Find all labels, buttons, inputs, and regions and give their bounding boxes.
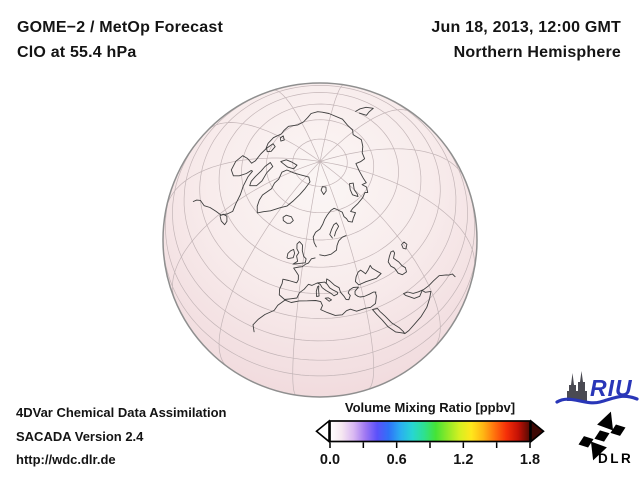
- product-title: GOME−2 / MetOp Forecast: [17, 19, 223, 36]
- graticule-grid: [162, 84, 477, 396]
- riu-wave-icon: [555, 394, 639, 405]
- datetime-label: Jun 18, 2013, 12:00 GMT: [431, 19, 621, 36]
- version-label: SACADA Version 2.4: [16, 428, 144, 444]
- dlr-logo-text: DLR: [598, 451, 633, 466]
- header-left: GOME−2 / MetOp Forecast ClO at 55.4 hPa: [17, 15, 223, 65]
- footer-info: 4DVar Chemical Data Assimilation SACADA …: [16, 401, 227, 472]
- url-label: http://wdc.dlr.de: [16, 452, 116, 467]
- assimilation-label: 4DVar Chemical Data Assimilation: [16, 405, 227, 420]
- colorbar-under-arrow: [315, 419, 330, 444]
- colorbar-tick-label: 1.2: [453, 452, 474, 468]
- coastlines: [192, 106, 456, 335]
- species-level: ClO at 55.4 hPa: [17, 44, 137, 61]
- dlr-arrows-icon: [590, 411, 614, 461]
- dlr-logo: DLR: [578, 411, 633, 466]
- riu-cathedral-icon: [567, 371, 587, 401]
- colorbar-tick-label: 0.6: [386, 452, 407, 468]
- colorbar-tick-label: 1.8: [519, 452, 541, 468]
- colorbar-over-arrow: [530, 419, 545, 444]
- colorbar-tick-label: 0.0: [319, 452, 341, 468]
- colorbar-tick-marks: [329, 442, 531, 448]
- globe-rim: [162, 82, 478, 398]
- colorbar-title: Volume Mixing Ratio [ppbv]: [344, 400, 516, 415]
- dlr-diamonds-icon: [578, 424, 626, 448]
- colorbar-gradient-bar: [329, 420, 531, 443]
- region-label: Northern Hemisphere: [453, 44, 621, 61]
- header-right: Jun 18, 2013, 12:00 GMT Northern Hemisph…: [431, 15, 621, 65]
- riu-logo: RIU: [555, 371, 639, 405]
